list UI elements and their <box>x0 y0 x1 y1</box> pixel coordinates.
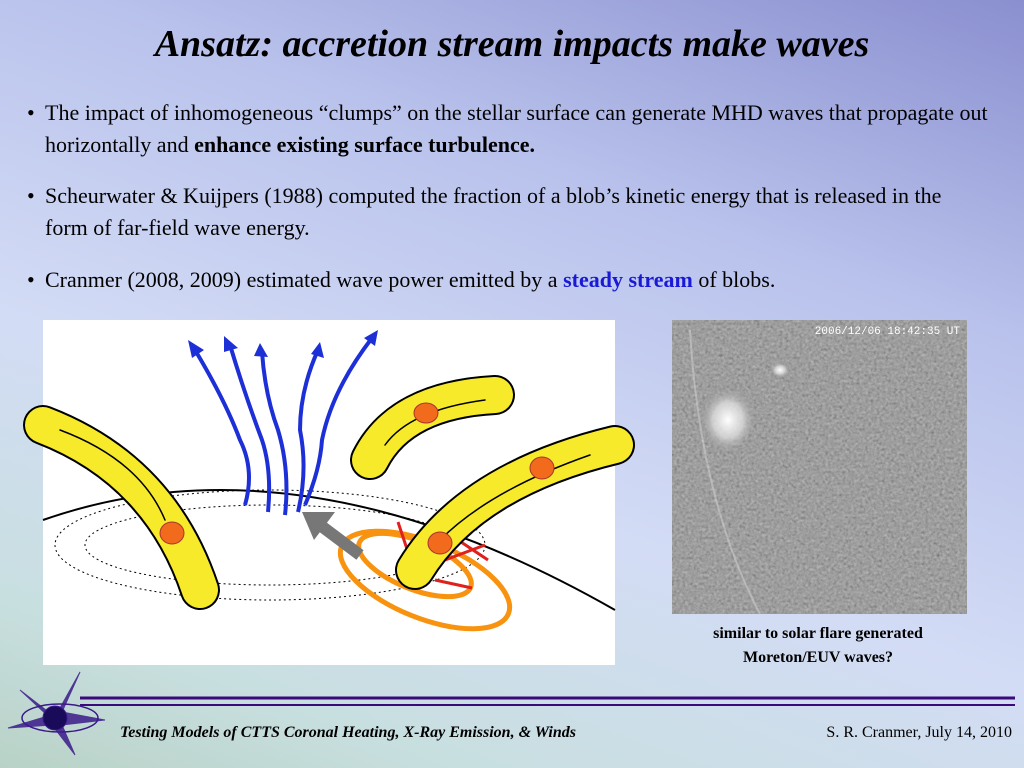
footer-title: Testing Models of CTTS Coronal Heating, … <box>120 724 576 741</box>
image-caption: similar to solar flare generated Moreton/… <box>668 622 968 670</box>
bullet-text: Scheurwater & Kuijpers (1988) computed t… <box>45 183 942 240</box>
bullet: Cranmer (2008, 2009) estimated wave powe… <box>27 264 1005 296</box>
image-timestamp: 2006/12/06 18:42:35 UT <box>815 326 961 338</box>
caption-line: Moreton/EUV waves? <box>742 649 894 666</box>
bullet-highlight: steady stream <box>563 267 693 292</box>
bullet-text: The impact of inhomogeneous “clumps” on … <box>45 100 988 157</box>
footer-rule <box>80 696 1015 706</box>
footer-author: S. R. Cranmer, July 14, 2010 <box>826 724 1012 741</box>
bullet-bold: enhance existing surface turbulence. <box>194 132 536 157</box>
diagram <box>23 320 635 665</box>
bullet-text: Cranmer (2008, 2009) estimated wave powe… <box>45 267 558 292</box>
bullet-text: of blobs. <box>698 267 776 292</box>
caption-line: similar to solar flare generated <box>713 625 923 642</box>
slide-title: Ansatz: accretion stream impacts make wa… <box>154 23 870 65</box>
solar-image <box>672 320 967 615</box>
bullet: Scheurwater & Kuijpers (1988) computed t… <box>27 180 965 244</box>
logo <box>7 671 106 756</box>
bullet: The impact of inhomogeneous “clumps” on … <box>27 97 1005 161</box>
